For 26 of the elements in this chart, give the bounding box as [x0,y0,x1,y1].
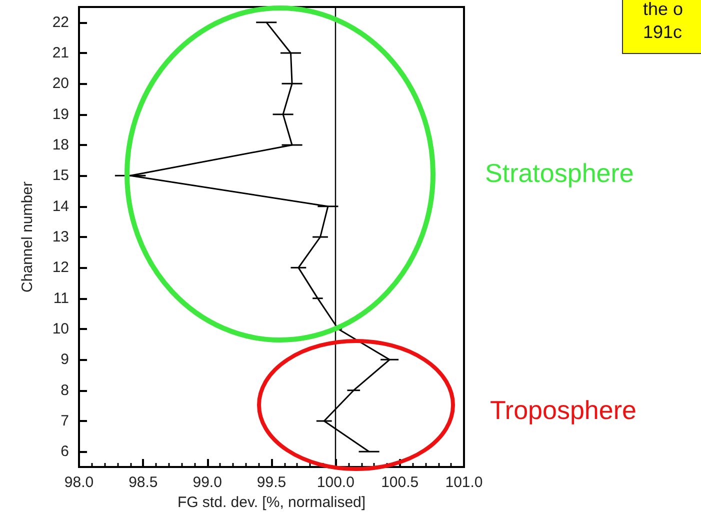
text: Troposphere [490,395,636,426]
y-tick-label: 22 [52,14,69,31]
x-tick-label: 98.5 [128,474,158,491]
x-tick-label: 98.0 [64,474,94,491]
text: Stratosphere [485,158,634,189]
y-tick-label: 8 [60,382,69,399]
y-tick-label: 21 [52,44,69,62]
y-tick-label: 19 [52,106,69,123]
y-tick-label: 6 [60,443,69,460]
y-tick-label: 12 [52,259,69,276]
y-tick-label: 13 [52,228,69,246]
x-tick-label: 100.5 [381,474,419,491]
y-tick-label: 20 [52,75,69,92]
y-tick-label: 10 [52,320,69,338]
x-axis-title: FG std. dev. [%, normalised] [177,494,366,511]
y-tick-label: 14 [52,198,69,215]
y-tick-label: 7 [60,412,69,430]
y-tick-label: 9 [60,351,69,368]
y-axis-title: Channel number [19,182,36,292]
x-tick-label: 101.0 [445,474,483,491]
x-tick-label: 99.5 [256,474,286,491]
x-tick-label: 100.0 [316,474,354,491]
x-tick-label: 99.0 [192,474,222,491]
y-tick-label: 15 [52,167,69,184]
y-tick-label: 18 [52,136,69,154]
y-tick-label: 11 [53,290,69,307]
